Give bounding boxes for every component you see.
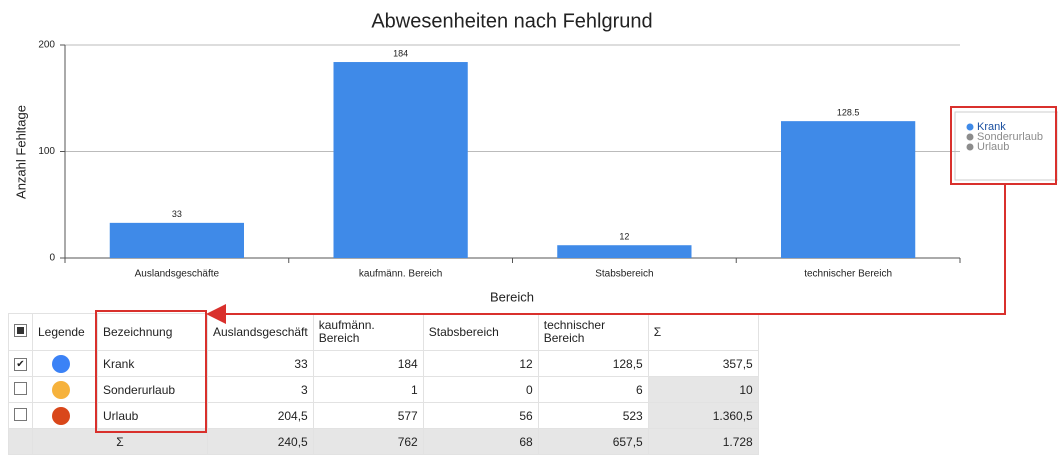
legend-dot <box>52 354 70 373</box>
x-tick-label: technischer Bereich <box>804 269 892 280</box>
legend-cell <box>32 402 98 429</box>
y-tick-label: 200 <box>38 40 55 51</box>
column-header: kaufmänn. Bereich <box>312 313 424 351</box>
cell: 204,5 <box>207 402 314 429</box>
legend-cell <box>32 350 98 377</box>
data-label: 128.5 <box>837 108 860 118</box>
column-header: Bezeichnung <box>97 313 208 351</box>
footer-cell: 1.728 <box>647 428 759 455</box>
row-name: Urlaub <box>97 402 208 429</box>
legend-cell <box>32 376 98 403</box>
data-label: 12 <box>619 232 629 242</box>
legend-dot <box>52 406 70 425</box>
row-checkbox-cell <box>8 376 33 403</box>
cell: 357,5 <box>647 350 759 377</box>
table-row: Urlaub 204,5 577 56 523 1.360,5 <box>8 402 759 429</box>
footer-cell: 657,5 <box>537 428 649 455</box>
column-header: technischer Bereich <box>537 313 649 351</box>
footer-cell: 762 <box>312 428 424 455</box>
cell: 0 <box>422 376 539 403</box>
x-axis-label: Bereich <box>490 289 534 304</box>
table-row: Sonderurlaub 3 1 0 6 10 <box>8 376 759 403</box>
row-checkbox[interactable] <box>14 407 27 421</box>
footer-spacer <box>8 428 33 455</box>
cell: 33 <box>207 350 314 377</box>
x-tick-label: Auslandsgeschäfte <box>135 269 220 280</box>
bar <box>333 62 468 258</box>
data-label: 184 <box>393 48 408 58</box>
row-checkbox[interactable]: ✔ <box>14 358 27 371</box>
x-tick-label: kaufmänn. Bereich <box>359 269 442 280</box>
data-table: Legende Bezeichnung Auslandsgeschäft kaufmä… <box>8 313 759 455</box>
column-header: Stabsbereich <box>422 313 539 351</box>
cell: 184 <box>312 350 424 377</box>
cell: 6 <box>537 376 649 403</box>
legend-label: Urlaub <box>977 141 1009 153</box>
cell: 523 <box>537 402 649 429</box>
row-name: Krank <box>97 350 208 377</box>
cell: 56 <box>422 402 539 429</box>
cell: 3 <box>207 376 314 403</box>
column-header: Auslandsgeschäft <box>207 313 314 351</box>
x-tick-label: Stabsbereich <box>595 269 653 280</box>
cell: 128,5 <box>537 350 649 377</box>
legend-dot <box>52 380 70 399</box>
chart-title: Abwesenheiten nach Fehlgrund <box>371 10 652 32</box>
y-tick-label: 0 <box>49 253 55 264</box>
y-tick-label: 100 <box>38 146 55 157</box>
footer-label: Σ <box>32 428 208 455</box>
header-row: Legende Bezeichnung Auslandsgeschäft kaufmä… <box>8 313 759 351</box>
cell: 1 <box>312 376 424 403</box>
row-checkbox-cell <box>8 402 33 429</box>
footer-row: Σ 240,5 762 68 657,5 1.728 <box>8 428 759 455</box>
chart: Abwesenheiten nach Fehlgrund Bereich Anz… <box>13 10 1058 304</box>
y-axis-label: Anzahl Fehltage <box>13 105 28 199</box>
data-label: 33 <box>172 209 182 219</box>
bar <box>781 121 916 259</box>
cell: 12 <box>422 350 539 377</box>
row-checkbox-cell: ✔ <box>8 350 33 377</box>
column-header: Σ <box>647 313 759 351</box>
bar <box>557 245 692 258</box>
select-all[interactable] <box>8 313 33 351</box>
legend-marker <box>966 143 974 151</box>
footer-cell: 68 <box>422 428 539 455</box>
cell: 10 <box>647 376 759 403</box>
table-row: ✔ Krank 33 184 12 128,5 357,5 <box>8 350 759 377</box>
legend-marker <box>966 133 974 141</box>
row-checkbox[interactable] <box>14 381 27 395</box>
bar <box>109 222 244 258</box>
cell: 577 <box>312 402 424 429</box>
cell: 1.360,5 <box>647 402 759 429</box>
row-name: Sonderurlaub <box>97 376 208 403</box>
legend-marker <box>966 123 974 131</box>
footer-cell: 240,5 <box>207 428 314 455</box>
column-header: Legende <box>32 313 98 351</box>
